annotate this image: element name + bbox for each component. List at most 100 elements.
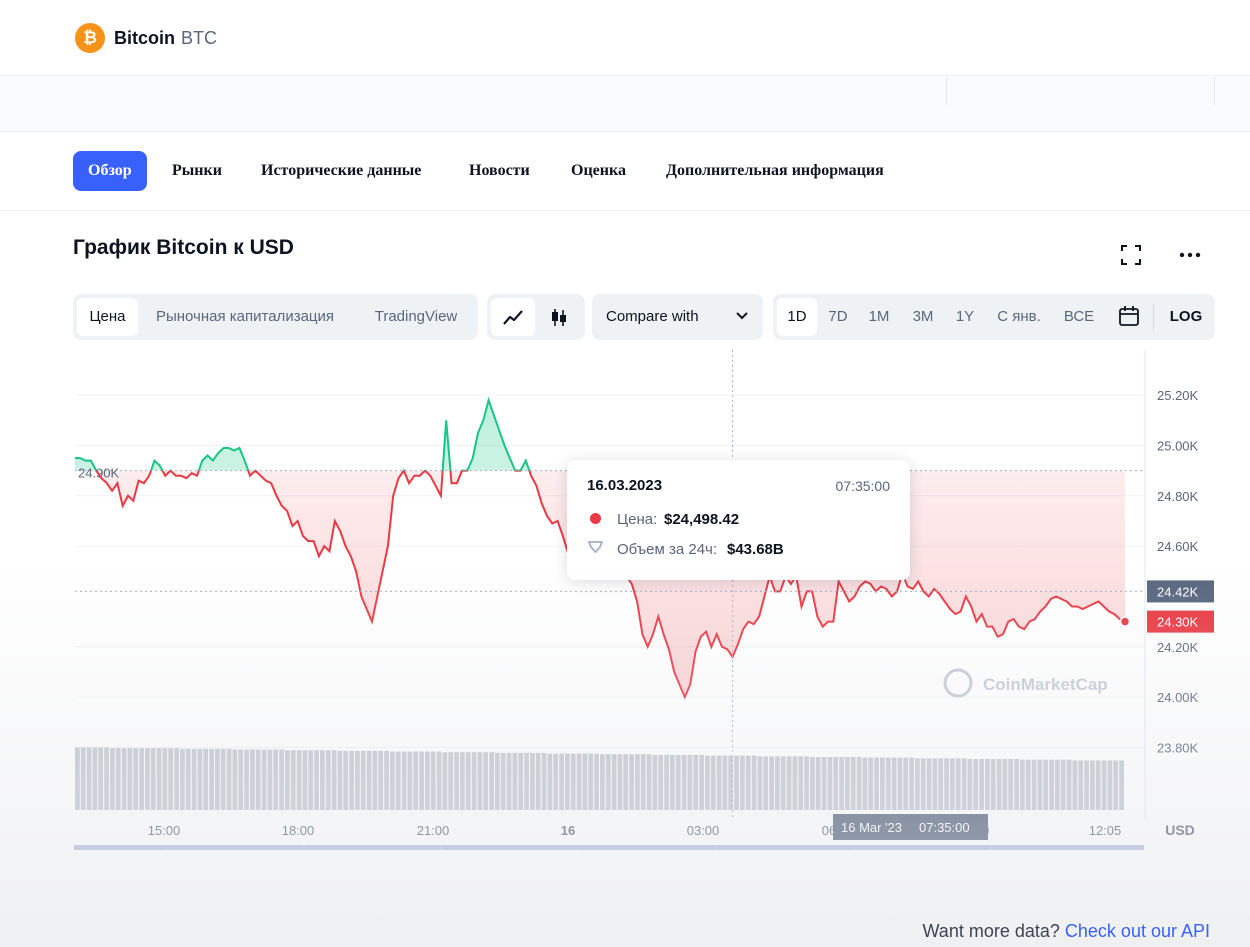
currency-label: USD xyxy=(1165,822,1195,838)
watermark: CoinMarketCap xyxy=(983,675,1108,694)
volume-bar xyxy=(302,750,308,810)
divider xyxy=(1214,77,1215,105)
volume-bar xyxy=(909,757,914,810)
volume-bar xyxy=(267,749,273,810)
volume-bar xyxy=(792,756,798,810)
coinmarketcap-logo-icon xyxy=(943,668,973,698)
x-tick-label: 18:00 xyxy=(282,823,315,838)
volume-bar xyxy=(862,757,868,810)
volume-bar xyxy=(856,757,862,810)
volume-bar xyxy=(296,750,302,810)
coin-name: Bitcoin xyxy=(114,28,175,48)
volume-bar xyxy=(600,754,605,810)
volume-bar xyxy=(658,754,664,810)
volume-bar xyxy=(360,750,366,810)
metric-tradingview[interactable]: TradingView xyxy=(374,308,458,325)
compare-dropdown[interactable]: Compare with xyxy=(592,294,763,340)
volume-bar xyxy=(238,749,244,810)
price-dot-icon xyxy=(590,513,601,524)
volume-bar xyxy=(390,751,395,810)
tooltip-price-label: Цена: xyxy=(617,511,658,528)
volume-bar xyxy=(75,747,80,810)
range-3m[interactable]: 3M xyxy=(912,308,934,325)
volume-bar xyxy=(1002,759,1008,810)
x-tick-label: 21:00 xyxy=(417,823,450,838)
volume-bar xyxy=(203,748,209,810)
tab-rating[interactable]: Оценка xyxy=(571,162,626,179)
volume-bar xyxy=(308,750,314,810)
volume-bar xyxy=(804,756,809,810)
volume-bar xyxy=(500,752,506,810)
volume-bar xyxy=(255,749,261,810)
range-all[interactable]: ВСЕ xyxy=(1063,308,1095,325)
volume-bar xyxy=(833,757,839,810)
volume-bar xyxy=(215,748,220,810)
price-chart-svg[interactable]: 25.20K 25.00K 24.80K 24.60K 24.20K 24.00K 23.8… xyxy=(0,350,1250,905)
volume-bar xyxy=(465,752,471,810)
volume-bar xyxy=(448,752,454,810)
volume-bar xyxy=(524,752,529,810)
volume-bar xyxy=(518,752,524,810)
tab-markets[interactable]: Рынки xyxy=(172,162,222,179)
volume-bar xyxy=(775,756,780,810)
y-tick-label: 23.80K xyxy=(1157,740,1199,755)
chart-title: График Bitcoin к USD xyxy=(73,236,294,259)
volume-bar xyxy=(646,754,652,810)
api-link[interactable]: Check out our API xyxy=(1064,921,1210,941)
line-chart-icon[interactable] xyxy=(491,298,535,336)
price-chart[interactable]: 25.20K 25.00K 24.80K 24.60K 24.20K 24.00K 23.8… xyxy=(0,350,1250,905)
volume-bar xyxy=(979,759,984,810)
volume-bar xyxy=(1031,759,1037,810)
metric-price[interactable]: Цена xyxy=(77,298,138,336)
volume-bar xyxy=(168,748,174,810)
volume-bar xyxy=(477,752,483,810)
volume-bar xyxy=(337,750,343,810)
volume-bar xyxy=(1037,759,1043,810)
volume-bar xyxy=(314,750,319,810)
volume-bar xyxy=(967,759,973,810)
volume-bar xyxy=(769,756,774,810)
volume-bar xyxy=(874,757,879,810)
volume-bar xyxy=(98,747,104,810)
more-horizontal-icon[interactable] xyxy=(1178,244,1202,266)
tab-more-info[interactable]: Дополнительная информация xyxy=(666,162,884,179)
volume-bar xyxy=(891,757,897,810)
metric-market-cap[interactable]: Рыночная капитализация xyxy=(155,308,335,325)
volume-bar xyxy=(454,752,459,810)
tab-historical-data[interactable]: Исторические данные xyxy=(261,162,422,179)
range-1m[interactable]: 1M xyxy=(868,308,890,325)
range-1y[interactable]: 1Y xyxy=(955,308,975,325)
divider xyxy=(946,77,947,105)
volume-bar xyxy=(407,751,413,810)
volume-bar xyxy=(897,757,903,810)
tab-news[interactable]: Новости xyxy=(469,162,530,179)
candlestick-icon[interactable] xyxy=(537,298,581,336)
volume-bar xyxy=(705,755,710,810)
tab-overview[interactable]: Обзор xyxy=(73,151,147,191)
volume-bar xyxy=(150,748,156,810)
volume-bar xyxy=(740,755,745,810)
volume-bar xyxy=(209,748,214,810)
y-tick-label: 24.80K xyxy=(1157,489,1199,504)
range-ytd[interactable]: С янв. xyxy=(997,308,1041,325)
volume-bar xyxy=(185,748,191,810)
range-7d[interactable]: 7D xyxy=(828,308,848,325)
volume-bar xyxy=(827,757,833,810)
volume-bar xyxy=(605,754,611,810)
tooltip-volume: $43.68B xyxy=(727,541,784,558)
calendar-icon[interactable] xyxy=(1109,298,1149,336)
volume-bar xyxy=(1095,760,1101,810)
volume-bar xyxy=(325,750,331,810)
range-1d[interactable]: 1D xyxy=(777,298,817,336)
volume-bar xyxy=(220,748,226,810)
volume-bar xyxy=(244,749,249,810)
y-tick-label: 24.00K xyxy=(1157,690,1199,705)
fullscreen-icon[interactable] xyxy=(1120,244,1142,266)
log-scale-toggle[interactable]: LOG xyxy=(1169,308,1203,325)
volume-bar xyxy=(693,754,699,810)
tooltip-price: $24,498.42 xyxy=(664,511,740,528)
bitcoin-logo-icon: ₿ xyxy=(75,23,105,53)
volume-bar xyxy=(419,751,424,810)
volume-bar xyxy=(664,754,669,810)
y-tick-label: 25.20K xyxy=(1157,388,1199,403)
